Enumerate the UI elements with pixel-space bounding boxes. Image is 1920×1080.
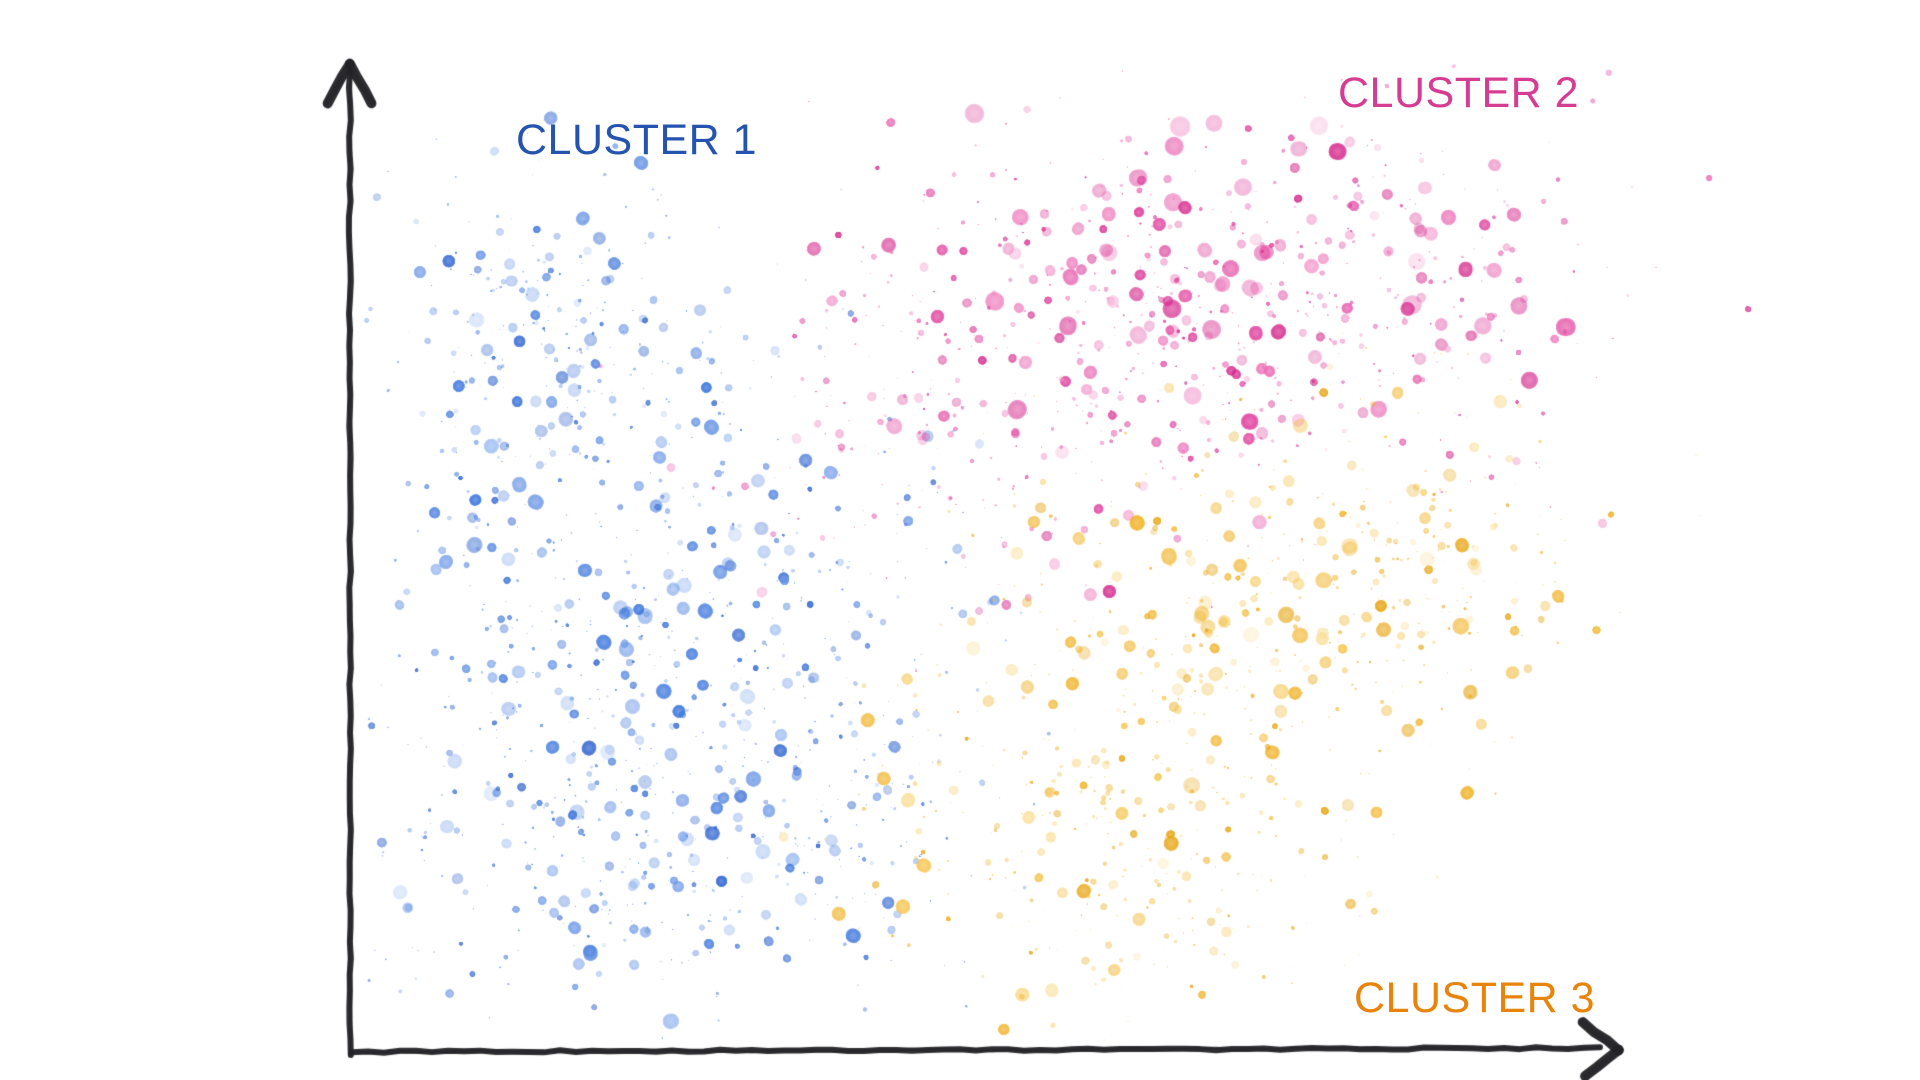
cluster-3-label: CLUSTER 3 — [1354, 974, 1596, 1022]
cluster-1-label: CLUSTER 1 — [516, 116, 758, 164]
cluster-2-label: CLUSTER 2 — [1338, 69, 1580, 117]
